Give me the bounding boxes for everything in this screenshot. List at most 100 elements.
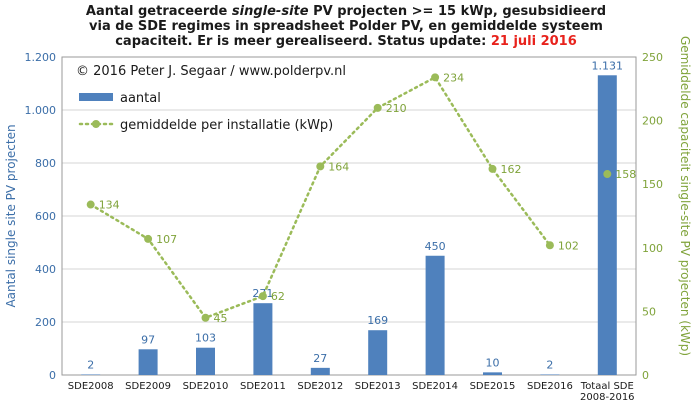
left-axis-ticks: 0 200 400 600 800 1.000 1.200 — [25, 51, 57, 382]
x-tick-label: SDE2010 — [183, 381, 229, 392]
x-tick-label-line: SDE2013 — [355, 381, 401, 392]
x-tick-label-line: Totaal SDE — [580, 381, 634, 392]
x-tick-label: SDE2013 — [355, 381, 401, 392]
y-tick-label: 1.000 — [25, 104, 57, 117]
chart-title-line: Aantal getraceerde single-site PV projec… — [86, 4, 606, 19]
line-value-label: 107 — [156, 233, 177, 246]
x-tick-label: SDE2016 — [527, 381, 573, 392]
bar-value-label: 1.131 — [592, 59, 624, 72]
x-tick-label-line: SDE2008 — [68, 381, 114, 392]
y-tick-label: 0 — [49, 369, 56, 382]
y2-tick-label: 100 — [642, 242, 663, 255]
x-tick-label: SDE2009 — [125, 381, 171, 392]
legend-bar-swatch — [79, 93, 113, 101]
line-point — [545, 241, 554, 250]
line-point — [373, 103, 382, 112]
line-point — [431, 73, 440, 82]
bar-value-label: 97 — [141, 333, 155, 346]
x-tick-label-line: SDE2012 — [297, 381, 343, 392]
bar-value-label: 2 — [546, 358, 553, 371]
legend-label: gemiddelde per installatie (kWp) — [120, 118, 333, 133]
copyright-text: © 2016 Peter J. Segaar / www.polderpv.nl — [76, 64, 346, 79]
legend-label: aantal — [120, 91, 161, 106]
x-tick-label: SDE2014 — [412, 381, 458, 392]
bar-value-label: 450 — [425, 240, 446, 253]
line-point — [86, 200, 95, 209]
y2-tick-label: 250 — [642, 51, 663, 64]
bar-value-label: 10 — [486, 356, 500, 369]
x-tick-label-line: SDE2009 — [125, 381, 171, 392]
bar-value-label: 169 — [367, 314, 388, 327]
bar — [196, 347, 215, 375]
x-tick-label: SDE2015 — [470, 381, 516, 392]
bar — [368, 330, 388, 375]
x-tick-label: SDE2012 — [297, 381, 343, 392]
line-value-label: 234 — [443, 71, 464, 84]
line-point — [144, 234, 153, 243]
bar — [483, 372, 502, 375]
bar — [253, 303, 273, 375]
x-tick-label-line: SDE2016 — [527, 381, 573, 392]
line-value-label: 134 — [99, 199, 120, 212]
x-axis-ticks: SDE2008 SDE2009 SDE2010 SDE2011 SDE2012 SDE20… — [68, 381, 635, 403]
y-tick-label: 400 — [35, 263, 56, 276]
line-point — [316, 162, 325, 171]
bar — [425, 255, 445, 375]
bar-value-label: 27 — [313, 352, 327, 365]
x-tick-label-line: SDE2011 — [240, 381, 286, 392]
y2-tick-label: 200 — [642, 115, 663, 128]
y-tick-label: 1.200 — [25, 51, 57, 64]
y2-tick-label: 150 — [642, 178, 663, 191]
chart-title-part: PV projecten >= 15 kWp, gesubsidieerd — [309, 4, 607, 19]
bar — [138, 349, 158, 375]
bar — [81, 374, 101, 375]
bar-value-label: 2 — [87, 358, 94, 371]
chart-title-line: capaciteit. Er is meer gerealiseerd. Sta… — [115, 34, 577, 49]
line-value-label: 158 — [615, 168, 636, 181]
bar-series: 297103271271694501021.131 — [81, 59, 623, 375]
bar — [310, 367, 330, 375]
chart-title-part: via de SDE regimes in spreadsheet Polder… — [89, 19, 603, 34]
plot-area — [61, 56, 637, 376]
y2-tick-label: 50 — [642, 305, 656, 318]
x-tick-label-line: SDE2010 — [183, 381, 229, 392]
line-value-label: 62 — [271, 290, 285, 303]
chart-title: Aantal getraceerde single-site PV projec… — [86, 4, 606, 49]
x-tick-label-line: 2008-2016 — [580, 392, 635, 403]
x-tick-label: SDE2011 — [240, 381, 286, 392]
x-tick-label-line: SDE2015 — [470, 381, 516, 392]
x-tick-label-line: SDE2014 — [412, 381, 458, 392]
line-point — [488, 164, 497, 173]
chart-title-part: single-site — [232, 4, 309, 19]
line-point — [603, 170, 612, 179]
chart-title-line: via de SDE regimes in spreadsheet Polder… — [89, 19, 603, 34]
line-value-label: 162 — [501, 163, 522, 176]
x-tick-label: Totaal SDE 2008-2016 — [580, 381, 635, 403]
x-tick-label: SDE2008 — [68, 381, 114, 392]
line-point — [201, 313, 210, 322]
bar-value-label: 103 — [195, 332, 216, 345]
y-tick-label: 200 — [35, 316, 56, 329]
line-path — [89, 75, 552, 320]
line-series: 134 107 45 62 164 210 234 162 102 158 — [86, 71, 636, 325]
line-value-label: 45 — [214, 312, 228, 325]
line-point — [258, 292, 267, 301]
y-axis-title: Aantal single site PV projecten — [4, 124, 18, 307]
line-value-label: 102 — [558, 239, 579, 252]
legend-line-marker — [92, 120, 100, 128]
y2-tick-label: 0 — [642, 369, 649, 382]
bar — [597, 75, 617, 375]
y-tick-label: 600 — [35, 210, 56, 223]
gridlines — [62, 109, 636, 323]
line-value-label: 210 — [386, 102, 407, 115]
y2-axis-title: Gemiddelde capaciteit single-site PV pro… — [678, 36, 692, 356]
bar — [540, 374, 560, 375]
y-tick-label: 800 — [35, 157, 56, 170]
legend: © 2016 Peter J. Segaar / www.polderpv.nl… — [76, 64, 346, 133]
chart-title-part: capaciteit. Er is meer gerealiseerd. Sta… — [115, 34, 491, 49]
chart-title-part: Aantal getraceerde — [86, 4, 232, 19]
chart-title-part: 21 juli 2016 — [491, 34, 577, 49]
line-value-label: 164 — [328, 160, 349, 173]
right-axis-ticks: 0 50 100 150 200 250 — [642, 51, 663, 382]
